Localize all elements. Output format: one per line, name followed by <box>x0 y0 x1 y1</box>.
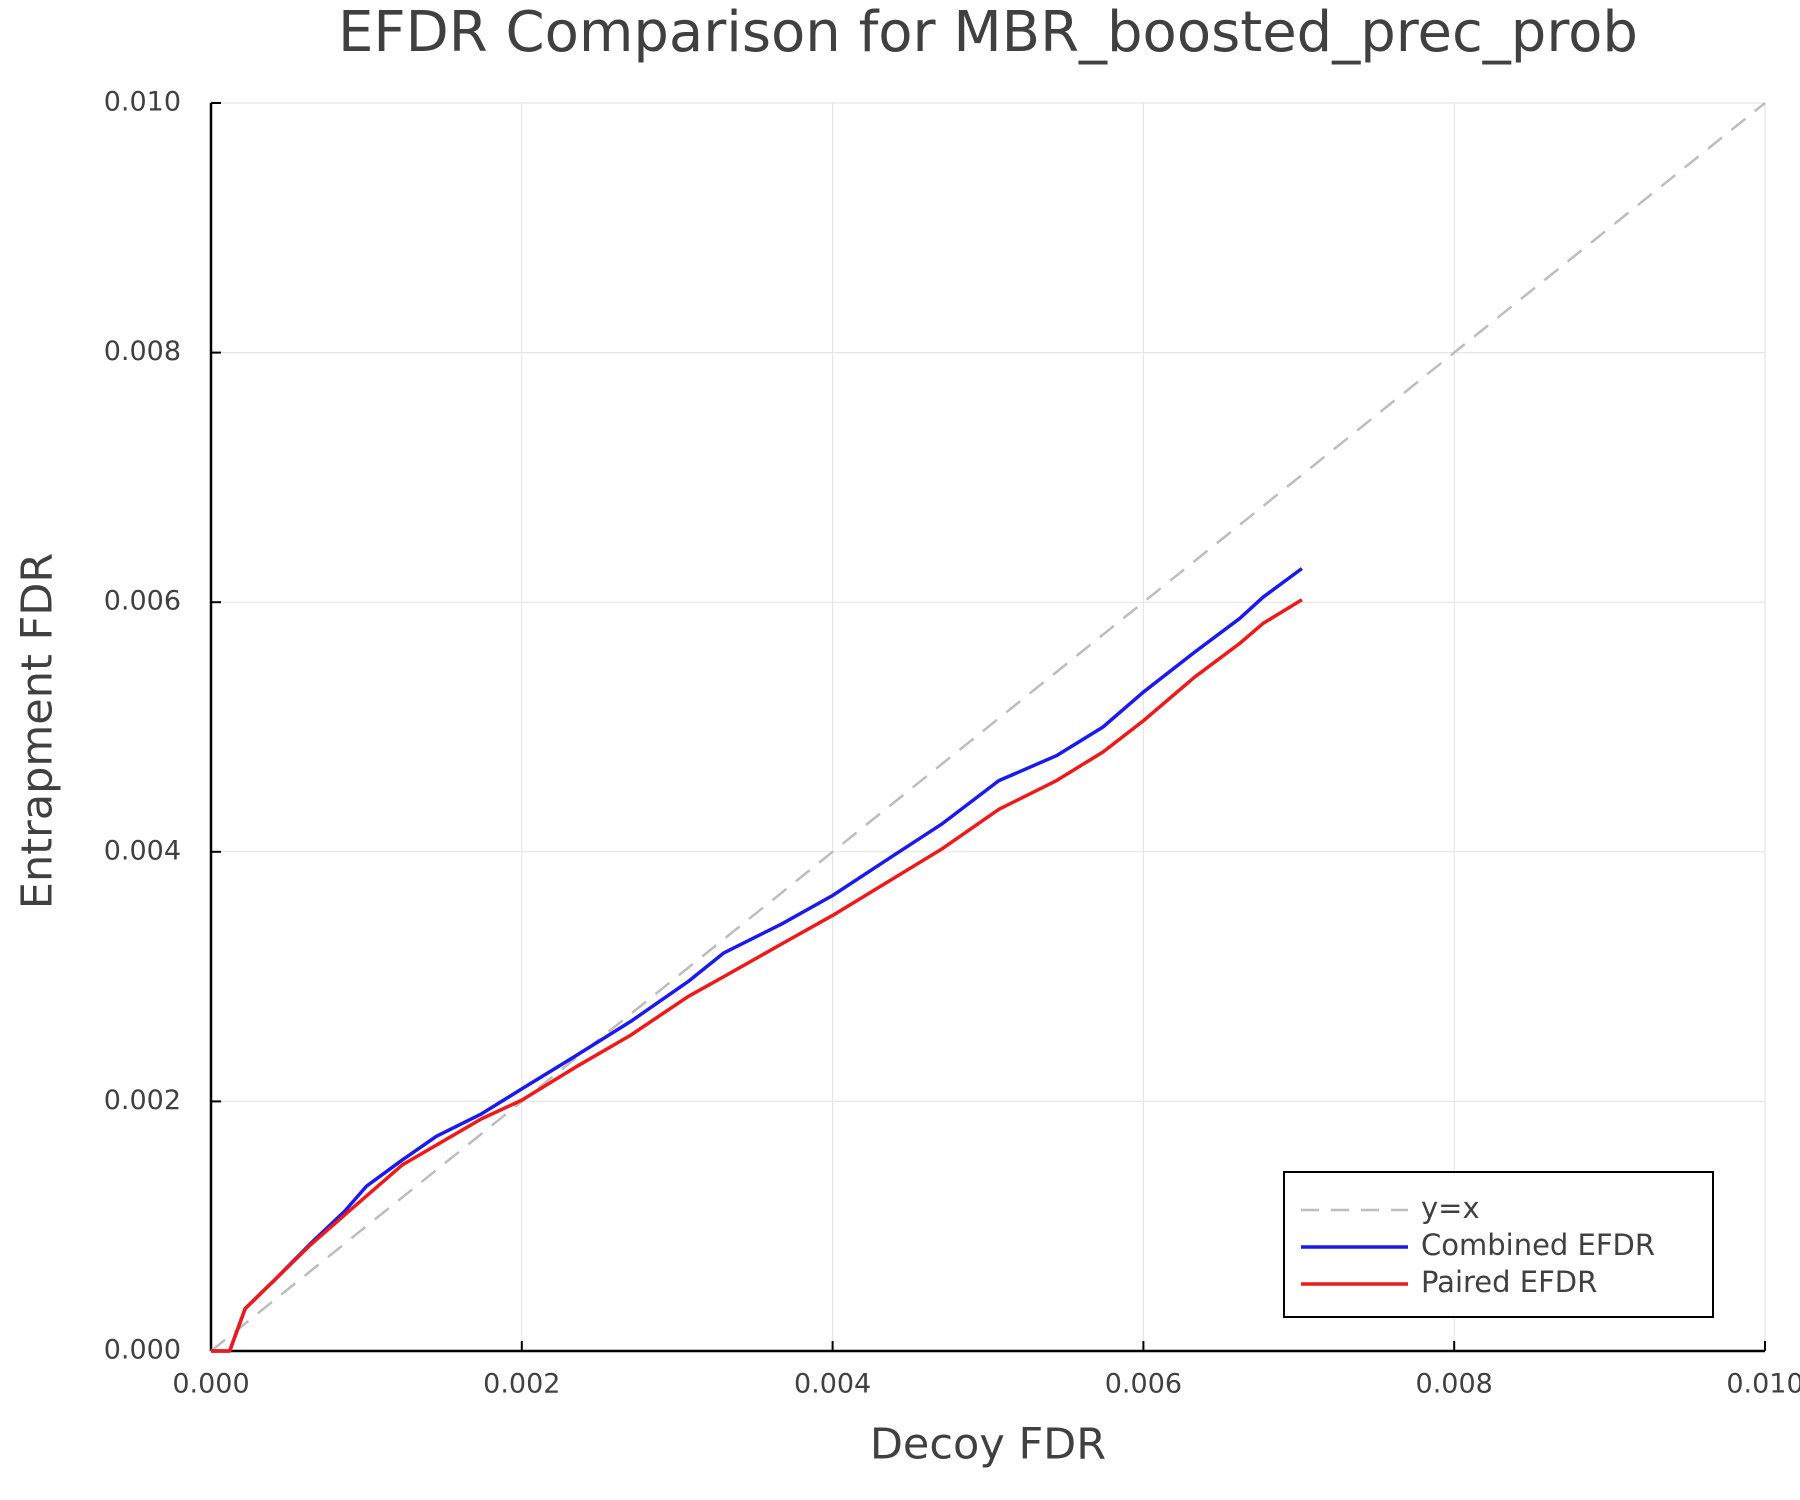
legend-label: Combined EFDR <box>1421 1228 1655 1262</box>
y-tick-label: 0.010 <box>104 87 181 118</box>
x-tick-label: 0.010 <box>1726 1369 1800 1400</box>
x-tick-label: 0.004 <box>794 1369 871 1400</box>
y-tick-label: 0.006 <box>104 586 181 617</box>
series-line <box>210 102 1766 1352</box>
y-tick-label: 0.004 <box>104 835 181 866</box>
legend-label: Paired EFDR <box>1421 1265 1597 1299</box>
legend-box <box>1283 1171 1714 1318</box>
y-tick-label: 0.002 <box>104 1085 181 1116</box>
x-tick-label: 0.000 <box>172 1369 249 1400</box>
x-axis-label: Decoy FDR <box>870 1420 1106 1470</box>
x-tick-label: 0.002 <box>483 1369 560 1400</box>
y-tick-label: 0.000 <box>104 1335 181 1366</box>
x-tick-label: 0.008 <box>1416 1369 1493 1400</box>
series-line <box>211 598 1303 1353</box>
x-tick-label: 0.006 <box>1105 1369 1182 1400</box>
chart-title: EFDR Comparison for MBR_boosted_prec_pro… <box>338 0 1638 65</box>
legend-label: y=x <box>1421 1191 1480 1225</box>
y-tick-label: 0.008 <box>104 336 181 367</box>
y-axis-label: Entrapment FDR <box>13 553 63 909</box>
